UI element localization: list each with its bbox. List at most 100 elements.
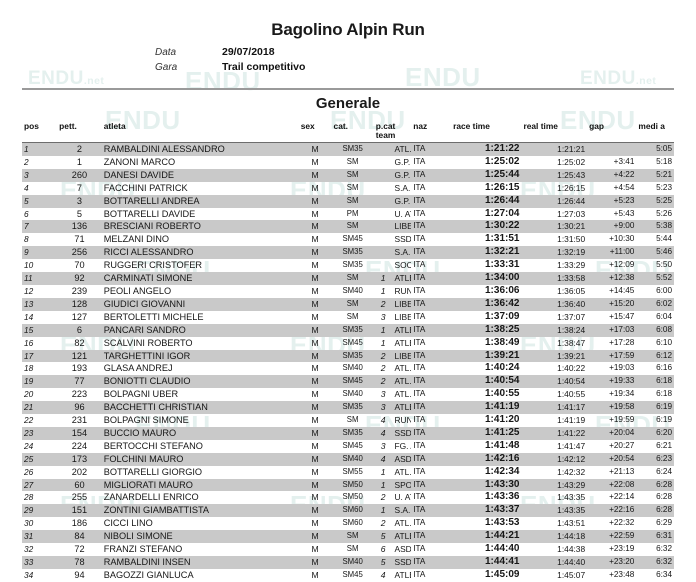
cell-pcat: 2 [380,518,386,529]
cell-cat: PM [346,208,359,218]
cell-sex: M [298,349,332,363]
cell-pcat: 4 [373,426,393,440]
cell-atleta: FOLCHINI MAURO [101,452,299,466]
cell-media: 6:02 [636,297,674,311]
cell-real-time: 1:42:32 [557,466,586,477]
cell-team: SOC CANOTTIERI GARDA [394,260,412,271]
cell-team: G.P. PELLEGRINELLI [392,168,412,182]
cell-real-time: 1:45:07 [557,569,586,580]
cell-real-time: 1:40:22 [557,363,586,374]
cell-pett: 6 [57,323,102,337]
cell-cat: SM [331,297,374,311]
cell-pcat: 6 [380,544,386,555]
cell-race-time: 1:43:36 [485,491,520,503]
cell-pett: 78 [57,556,102,569]
cell-pcat: 1 [373,272,393,285]
cell-gap [587,142,637,156]
cell-sex: M [311,260,319,271]
column-header-media: medi a [636,122,674,143]
cell-media: 6:12 [636,349,674,363]
cell-atleta: BERTOLETTI MICHELE [103,311,204,322]
cell-sex: M [298,246,332,260]
cell-gap: +22:14 [609,492,635,502]
cell-pos: 18 [24,363,34,374]
cell-team: S.A. VALCHIESE [392,504,412,518]
cell-pcat: 2 [373,375,393,389]
table-row: 28 255 ZANARDELLI ENRICO M SM50 2 U. ATL. VALT… [22,491,674,504]
cell-cat: SM [346,311,359,321]
cell-cat: SM45 [342,337,363,347]
cell-sex: M [298,426,332,440]
cell-atleta: ZANARDELLI ENRICO [103,492,199,503]
cell-team: ATL. RODENGO SAIANO MICO [394,389,412,400]
cell-race-time: 1:43:53 [485,517,520,529]
cell-team: ATLETICA PERTICA BASSA [392,401,412,415]
cell-atleta: BAGOZZI GIANLUCA [103,569,194,580]
cell-pos: 16 [24,337,34,348]
cell-media: 6:28 [656,492,672,502]
cell-pcat: 2 [380,363,386,374]
cell-cat: SM [331,194,374,208]
cell-sex: M [298,194,332,208]
cell-pcat [373,142,393,156]
cell-naz: ITA [411,323,452,337]
cell-gap: +22:16 [587,504,637,518]
cell-team: ATL. VALLI BERGAMASCHE [392,142,412,156]
metadata-row-data: Data 29/07/2018 [155,46,305,61]
cell-media: 5:44 [656,234,672,244]
cell-race-time: 1:43:37 [451,504,522,518]
cell-media: 5:46 [636,246,674,260]
cell-cat: SM50 [331,478,374,492]
cell-real-time: 1:27:03 [557,208,586,219]
cell-naz: ITA [411,401,452,415]
cell-pcat: 2 [373,297,393,311]
cell-cat: SM45 [342,234,363,244]
cell-team: U. ATL. VALTROMPIA [394,208,412,219]
cell-pcat [374,259,393,272]
cell-gap: +19:58 [587,401,637,415]
cell-atleta: GIUDICI GIOVANNI [101,297,299,311]
cell-gap: +3:41 [613,156,635,166]
cell-real-time: 1:44:38 [557,544,586,555]
cell-pos: 29 [22,504,58,518]
cell-pett: 1 [76,156,82,167]
cell-media: 5:38 [636,220,674,234]
cell-gap: +4:22 [587,168,637,182]
cell-cat: SM60 [342,518,363,528]
cell-pett: 121 [57,349,102,363]
cell-pett: 202 [71,466,88,477]
cell-pos: 11 [22,272,58,285]
cell-media: 6:19 [656,415,672,425]
cell-pos: 22 [24,415,34,426]
cell-sex: M [298,323,332,337]
cell-team: SSD BAGOLINO [394,234,412,245]
cell-pcat: 3 [380,440,386,451]
cell-pos: 19 [22,375,58,389]
cell-naz: ITA [411,504,452,518]
cell-gap: +21:13 [609,466,635,476]
cell-gap: +20:27 [609,440,635,450]
cell-pos: 28 [24,492,34,503]
cell-gap: +17:28 [609,337,635,347]
cell-real-time: 1:43:35 [557,492,586,503]
cell-cat: SM35 [331,426,374,440]
cell-naz: ITA [411,452,452,466]
cell-team: ATLETICA PERTICA BASSA [392,272,412,285]
cell-pett: 223 [71,389,88,400]
cell-pett: 7 [76,182,82,193]
cell-pcat: 5 [373,530,393,544]
cell-media: 6:20 [636,426,674,440]
cell-naz: ITA [413,440,426,450]
cell-pcat [374,156,393,169]
table-row: 16 82 SCALVINI ROBERTO M SM45 1 ATLETICA PERTI… [22,337,674,350]
cell-team: RUN CARD [394,415,412,426]
cell-real-time: 1:38:47 [557,337,586,348]
cell-cat: SM40 [342,285,363,295]
cell-media: 6:00 [656,285,672,295]
